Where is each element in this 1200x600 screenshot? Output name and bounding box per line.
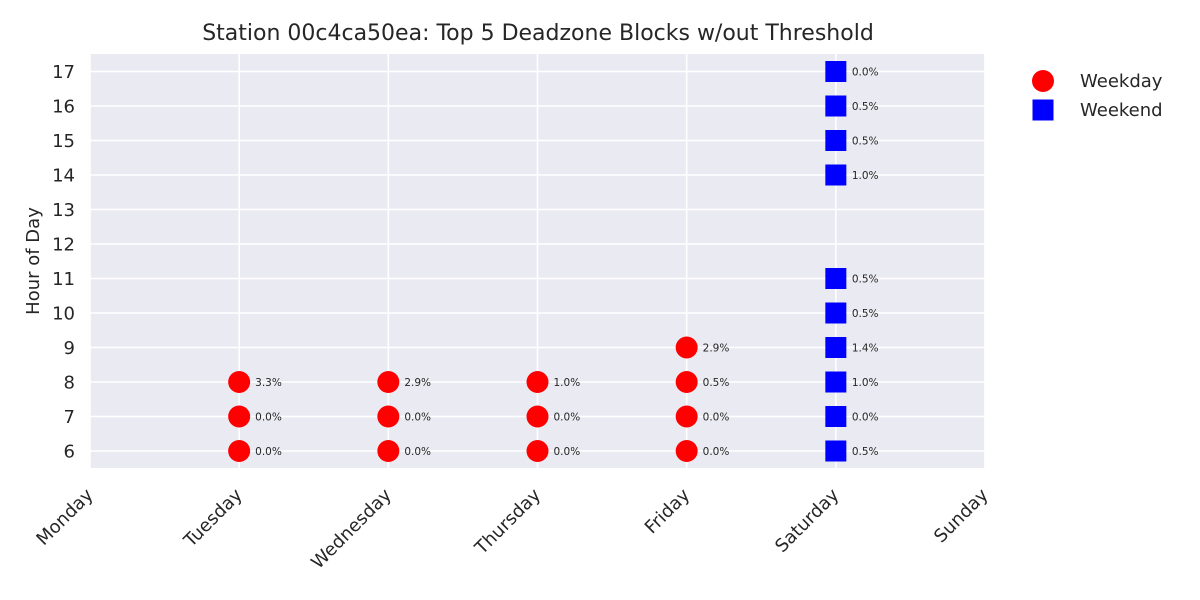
data-label-weekend-saturday-15: 0.5%: [852, 135, 879, 147]
legend-marker-weekday: [1032, 70, 1054, 92]
data-label-weekend-saturday-14: 1.0%: [852, 170, 879, 182]
data-label-weekday-friday-9: 2.9%: [703, 342, 730, 354]
legend: Weekday Weekend: [1032, 70, 1163, 121]
data-marks: 0.0% 0.0% 3.3% 0.0% 0.0% 2.9% 0.0% 0.0% 1.0% 0.0%…: [228, 61, 879, 462]
legend-label-weekday: Weekday: [1080, 71, 1163, 92]
y-tick-label: 11: [52, 269, 75, 290]
x-tick-label-thursday: Thursday: [470, 484, 545, 559]
x-tick-label-monday: Monday: [32, 484, 97, 549]
point-weekday-tuesday-8: [228, 371, 251, 393]
point-weekend-saturday-9: [825, 337, 847, 358]
point-weekend-saturday-10: [825, 302, 847, 324]
legend-label-weekend: Weekend: [1080, 100, 1163, 121]
y-tick-label: 12: [52, 235, 75, 256]
point-weekday-friday-9: [675, 336, 698, 359]
y-axis-label: Hour of Day: [23, 207, 44, 315]
data-label-weekday-wednesday-8: 2.9%: [404, 377, 431, 389]
data-label-weekday-wednesday-6: 0.0%: [404, 446, 431, 458]
point-weekend-saturday-11: [825, 268, 847, 289]
point-weekend-saturday-14: [825, 164, 847, 186]
y-tick-label: 10: [52, 304, 75, 325]
data-label-weekend-saturday-17: 0.0%: [852, 66, 879, 78]
point-weekday-wednesday-6: [377, 440, 400, 462]
point-weekend-saturday-6: [825, 440, 847, 462]
point-weekday-wednesday-8: [377, 371, 400, 393]
data-label-weekend-saturday-16: 0.5%: [852, 101, 879, 113]
y-tick-label: 17: [52, 62, 75, 83]
x-tick-label-saturday: Saturday: [771, 484, 843, 556]
data-label-weekday-friday-7: 0.0%: [703, 411, 730, 423]
y-tick-labels: 6 7 8 9 10 11 12 13 14 15 16 17: [52, 62, 75, 463]
point-weekend-saturday-16: [825, 95, 847, 117]
point-weekday-thursday-6: [526, 440, 549, 462]
y-tick-label: 15: [52, 131, 75, 152]
data-label-weekday-tuesday-6: 0.0%: [255, 446, 282, 458]
y-tick-label: 6: [64, 442, 75, 463]
data-label-weekend-saturday-7: 0.0%: [852, 411, 879, 423]
data-label-weekend-saturday-8: 1.0%: [852, 377, 879, 389]
y-tick-label: 8: [64, 373, 75, 394]
legend-marker-weekend: [1032, 99, 1054, 121]
y-tick-label: 9: [64, 338, 75, 359]
data-label-weekday-tuesday-8: 3.3%: [255, 377, 282, 389]
data-label-weekend-saturday-11: 0.5%: [852, 273, 879, 285]
data-label-weekend-saturday-10: 0.5%: [852, 308, 879, 320]
data-label-weekday-wednesday-7: 0.0%: [404, 411, 431, 423]
point-weekday-wednesday-7: [377, 405, 400, 428]
x-tick-label-sunday: Sunday: [930, 484, 993, 547]
data-label-weekend-saturday-6: 0.5%: [852, 446, 879, 458]
chart-title: Station 00c4ca50ea: Top 5 Deadzone Block…: [202, 21, 874, 46]
point-weekday-friday-8: [675, 371, 698, 393]
y-tick-label: 16: [52, 97, 75, 118]
y-tick-label: 14: [52, 166, 75, 187]
point-weekday-thursday-7: [526, 405, 549, 428]
point-weekend-saturday-17: [825, 61, 847, 82]
data-label-weekend-saturday-9: 1.4%: [852, 342, 879, 354]
data-label-weekday-thursday-7: 0.0%: [554, 411, 581, 423]
x-tick-label-wednesday: Wednesday: [307, 484, 396, 573]
point-weekend-saturday-15: [825, 130, 847, 151]
x-tick-label-tuesday: Tuesday: [179, 484, 247, 552]
data-label-weekday-thursday-6: 0.0%: [554, 446, 581, 458]
x-tick-label-friday: Friday: [641, 484, 695, 538]
data-label-weekday-thursday-8: 1.0%: [554, 377, 581, 389]
point-weekend-saturday-7: [825, 406, 847, 427]
y-tick-label: 13: [52, 200, 75, 221]
data-label-weekday-friday-8: 0.5%: [703, 377, 730, 389]
point-weekday-friday-6: [675, 440, 698, 462]
y-tick-label: 7: [64, 407, 75, 428]
point-weekday-tuesday-6: [228, 440, 251, 462]
point-weekend-saturday-8: [825, 371, 847, 393]
point-weekday-tuesday-7: [228, 405, 251, 428]
data-label-weekday-friday-6: 0.0%: [703, 446, 730, 458]
data-label-weekday-tuesday-7: 0.0%: [255, 411, 282, 423]
point-weekday-friday-7: [675, 405, 698, 428]
x-tick-labels: Monday Tuesday Wednesday Thursday Friday Satu…: [32, 484, 992, 573]
point-weekday-thursday-8: [526, 371, 549, 393]
